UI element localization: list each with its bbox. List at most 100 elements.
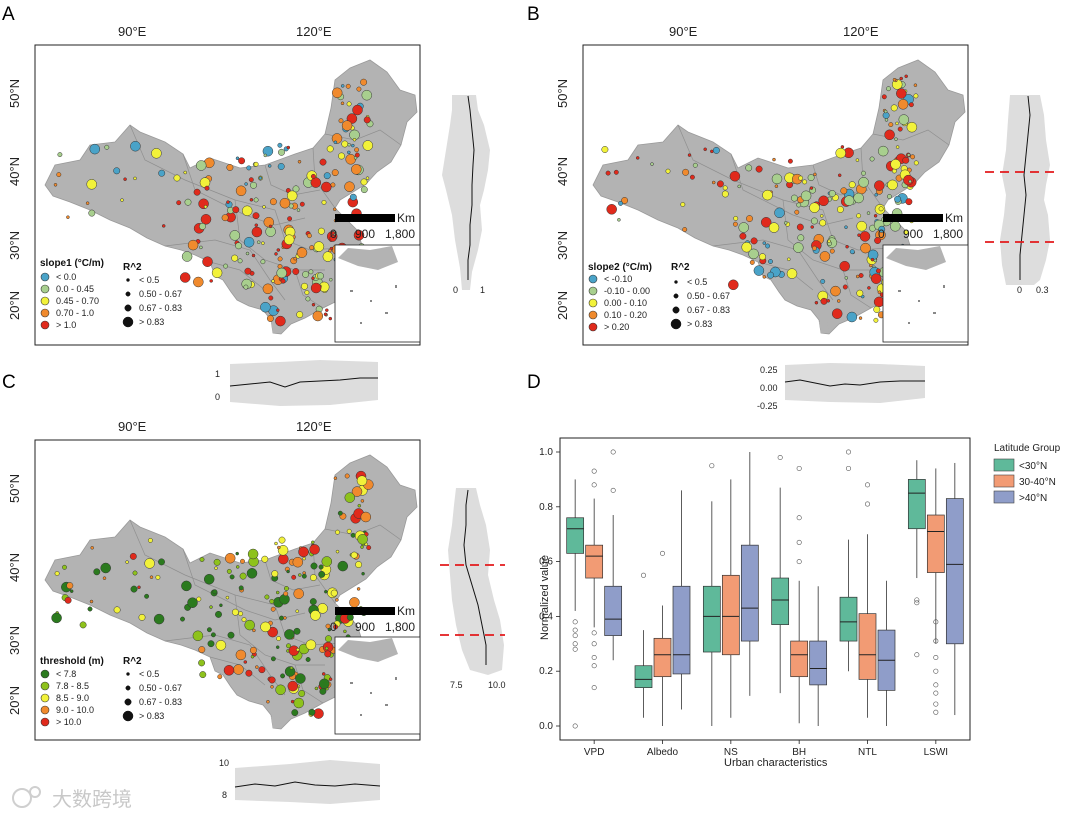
city-point-c-140 (212, 589, 218, 595)
city-point-c-142 (64, 596, 72, 604)
box-vpd-s0 (566, 517, 585, 554)
city-point-a-34 (269, 198, 277, 206)
legend-b-swatch-3 (588, 310, 598, 320)
legend-label-s0: <30°N (1019, 461, 1047, 472)
city-point-c-42 (180, 616, 185, 622)
city-point-a-72 (113, 167, 121, 175)
city-point-c-116 (215, 610, 222, 618)
city-point-c-44 (196, 596, 202, 602)
city-point-a-157 (226, 200, 230, 204)
city-point-a-245 (231, 254, 239, 262)
legend-r2-b-size-1 (673, 293, 679, 299)
city-point-b-36 (886, 86, 891, 92)
city-point-b-43 (810, 217, 818, 225)
city-point-a-179 (53, 183, 58, 187)
city-point-b-175 (890, 159, 901, 170)
city-point-c-47 (226, 568, 232, 574)
city-point-a-17 (249, 198, 254, 202)
city-point-c-6 (266, 699, 270, 704)
city-point-c-203 (130, 585, 138, 593)
city-point-a-145 (301, 282, 308, 290)
city-point-a-104 (292, 268, 300, 275)
city-point-b-165 (819, 219, 827, 227)
city-point-c-9 (274, 541, 278, 546)
legend-r2-c-label-2: 0.67 - 0.83 (139, 697, 182, 707)
boxplot-legend: Latitude Group <30°N 30-40°N >40°N (993, 443, 1061, 504)
city-point-c-14 (233, 664, 244, 675)
city-point-a-249 (183, 170, 187, 175)
boxplot-panel-d: 0.00.20.40.60.81.0 VPD Albedo NS BH NTL LSWI … (539, 437, 1061, 769)
city-point-a-252 (276, 267, 287, 279)
legend-r2-title-a: R^2 (123, 262, 142, 273)
scalebar-tick-b-2: 1,800 (933, 227, 963, 241)
city-point-b-210 (774, 207, 785, 219)
box-ntl-s1-flier-0 (864, 482, 870, 488)
city-point-a-91 (223, 263, 229, 269)
scalebar-unit-a: Km (397, 211, 415, 225)
city-point-b-85 (848, 181, 856, 189)
city-point-b-113 (802, 179, 808, 185)
box-bh-s1-flier-0 (796, 465, 802, 471)
city-point-b-198 (732, 221, 738, 227)
city-point-c-234 (102, 576, 107, 580)
city-point-c-254 (240, 558, 245, 564)
inset-land-b (886, 246, 946, 270)
city-point-c-256 (298, 573, 302, 577)
city-point-b-253 (812, 245, 817, 251)
scalebar-tick-c-2: 1,800 (385, 620, 415, 634)
city-point-c-89 (333, 624, 339, 630)
city-point-c-160 (269, 598, 275, 604)
city-point-a-114 (323, 312, 328, 317)
city-point-a-243 (184, 198, 192, 206)
city-point-a-38 (328, 316, 333, 321)
city-point-b-174 (665, 168, 671, 174)
city-point-b-207 (892, 77, 897, 82)
lon-profile-b-tick-2: -0.25 (757, 401, 778, 411)
city-point-a-154 (321, 199, 327, 205)
city-point-a-214 (130, 140, 141, 152)
city-point-a-56 (345, 83, 351, 89)
lon-label-a-90: 90°E (118, 24, 147, 39)
city-point-b-231 (913, 93, 919, 99)
city-point-b-216 (745, 164, 753, 172)
city-point-c-189 (302, 556, 306, 561)
city-point-a-107 (263, 153, 268, 158)
legend-swatch-s0 (993, 458, 1015, 472)
city-point-a-44 (161, 224, 166, 228)
legend-r2-a-size-3 (122, 316, 134, 328)
city-point-a-19 (360, 178, 368, 186)
city-point-c-231 (356, 475, 368, 486)
legend-title-a: slope1 (°C/m) (40, 258, 104, 269)
city-point-c-40 (239, 572, 247, 580)
city-point-c-252 (243, 660, 248, 664)
lat-profile-c-tick-1: 10.0 (488, 680, 506, 690)
city-point-a-149 (200, 214, 212, 225)
city-point-c-212 (296, 647, 300, 652)
legend-swatch-s1 (993, 474, 1015, 488)
scalebar-a (335, 214, 395, 222)
city-point-c-258 (270, 685, 274, 689)
city-point-a-196 (56, 172, 62, 178)
city-point-b-139 (768, 259, 773, 264)
city-point-b-228 (856, 220, 867, 232)
city-point-a-216 (354, 147, 360, 153)
box-vpd-s2-flier-0 (610, 487, 616, 493)
city-point-b-239 (737, 184, 741, 189)
city-point-a-167 (276, 248, 281, 252)
city-point-b-188 (897, 126, 903, 132)
legend-r2-c-size-1 (125, 685, 131, 691)
city-point-c-190 (295, 673, 306, 684)
inset-islands-a (350, 285, 397, 324)
city-point-a-15 (340, 101, 345, 106)
city-point-c-186 (324, 650, 332, 658)
city-point-b-129 (750, 237, 758, 245)
city-point-b-258 (908, 179, 912, 184)
box-ns-s2 (740, 544, 759, 642)
city-point-a-141 (199, 177, 211, 188)
boxplot-x-label: Urban characteristics (724, 757, 828, 769)
legend-b-swatch-0 (588, 274, 598, 284)
city-point-a-185 (254, 223, 259, 227)
city-point-c-96 (276, 636, 282, 642)
city-point-a-73 (347, 150, 351, 155)
scalebar-tick-b-0: 0 (878, 227, 885, 241)
